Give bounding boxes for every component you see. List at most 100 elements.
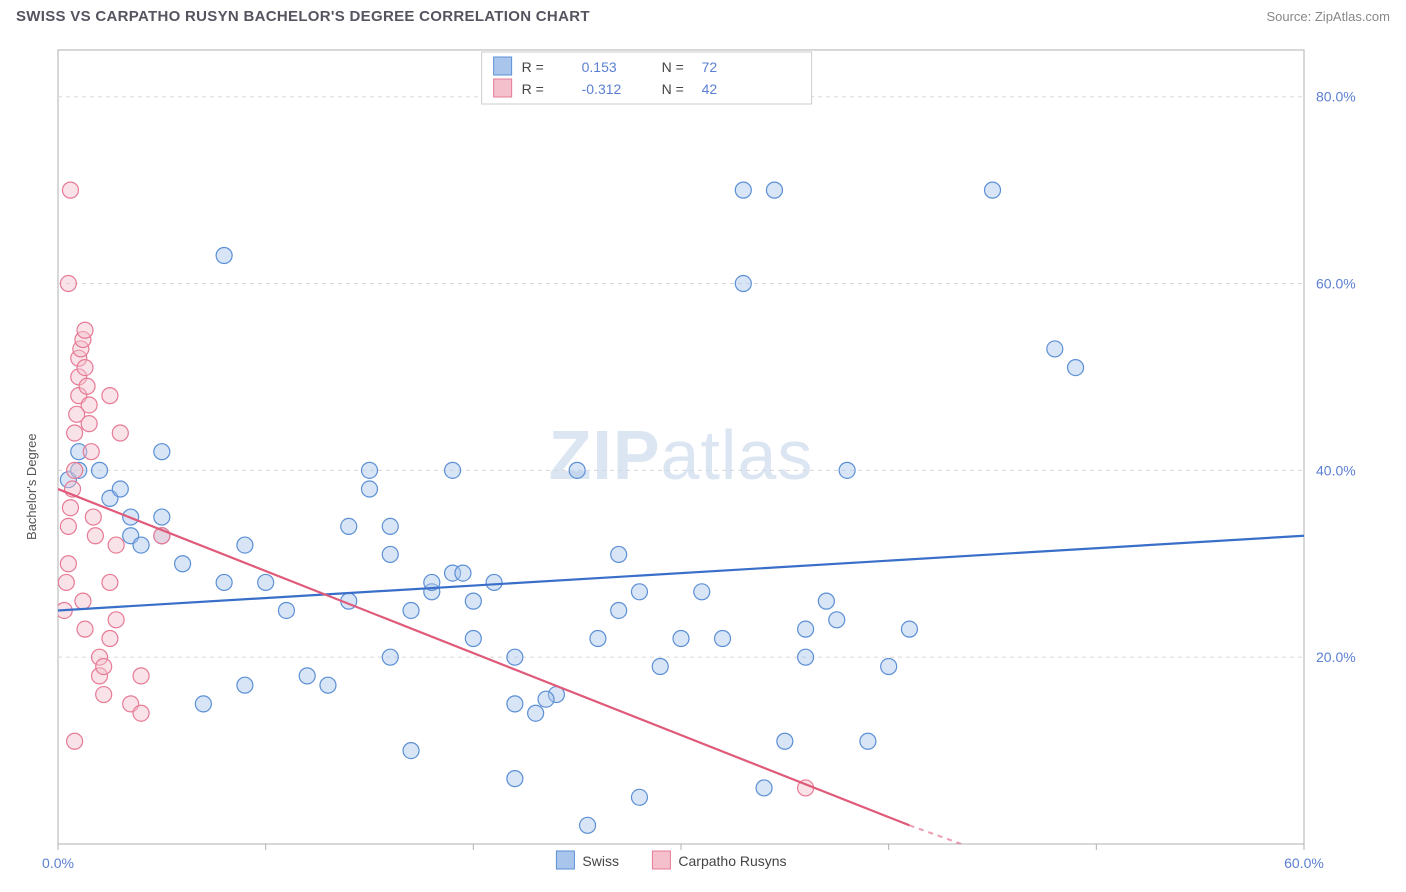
swiss-point <box>278 602 294 618</box>
swiss-point <box>112 481 128 497</box>
y-tick-label: 20.0% <box>1316 649 1356 665</box>
swiss-point <box>985 182 1001 198</box>
swiss-point <box>611 602 627 618</box>
swiss-point <box>1068 360 1084 376</box>
carpatho-rusyns-point <box>133 668 149 684</box>
swiss-point <box>455 565 471 581</box>
swiss-point <box>507 649 523 665</box>
carpatho-rusyns-point <box>60 276 76 292</box>
carpatho-rusyns-point <box>77 621 93 637</box>
legend-r-label: R = <box>522 81 544 97</box>
swiss-point <box>735 182 751 198</box>
swiss-point <box>362 462 378 478</box>
carpatho-rusyns-point <box>62 500 78 516</box>
y-axis-title: Bachelor's Degree <box>24 433 39 540</box>
swiss-point <box>445 462 461 478</box>
source-prefix: Source: <box>1266 9 1314 24</box>
carpatho-rusyns-point <box>102 630 118 646</box>
swiss-point <box>195 696 211 712</box>
carpatho-rusyns-point <box>87 528 103 544</box>
swiss-point <box>507 771 523 787</box>
swiss-point <box>92 462 108 478</box>
carpatho-rusyns-point <box>60 518 76 534</box>
swiss-point <box>829 612 845 628</box>
swiss-point <box>538 691 554 707</box>
swiss-point <box>569 462 585 478</box>
swiss-point <box>839 462 855 478</box>
swiss-point <box>382 546 398 562</box>
carpatho-rusyns-point <box>58 574 74 590</box>
swiss-point <box>175 556 191 572</box>
carpatho-rusyns-point <box>85 509 101 525</box>
swiss-point <box>465 630 481 646</box>
carpatho-rusyns-point <box>67 425 83 441</box>
carpatho-rusyns-point <box>96 687 112 703</box>
swiss-point <box>320 677 336 693</box>
carpatho-rusyns-point <box>108 612 124 628</box>
carpatho-rusyns-point <box>77 360 93 376</box>
swiss-point <box>580 817 596 833</box>
swiss-point <box>1047 341 1063 357</box>
carpatho-rusyns-point <box>77 322 93 338</box>
legend-n-label: N = <box>662 59 684 75</box>
legend-swatch <box>494 57 512 75</box>
watermark: ZIPatlas <box>549 416 814 494</box>
carpatho-rusyns-point <box>108 537 124 553</box>
carpatho-rusyns-point <box>62 182 78 198</box>
carpatho-rusyns-point <box>75 593 91 609</box>
carpatho-rusyns-point <box>60 556 76 572</box>
swiss-point <box>777 733 793 749</box>
swiss-point <box>652 659 668 675</box>
swiss-point <box>881 659 897 675</box>
y-tick-label: 40.0% <box>1316 462 1356 478</box>
swiss-point <box>154 444 170 460</box>
swiss-point <box>341 518 357 534</box>
chart-title: SWISS VS CARPATHO RUSYN BACHELOR'S DEGRE… <box>16 8 590 25</box>
bottom-legend-swatch <box>652 851 670 869</box>
swiss-point <box>798 649 814 665</box>
swiss-point <box>154 509 170 525</box>
swiss-point <box>216 248 232 264</box>
swiss-point <box>299 668 315 684</box>
swiss-point <box>798 621 814 637</box>
source-attribution: Source: ZipAtlas.com <box>1266 9 1390 24</box>
carpatho-rusyns-point <box>112 425 128 441</box>
legend-r-label: R = <box>522 59 544 75</box>
source-name: ZipAtlas.com <box>1315 9 1390 24</box>
swiss-point <box>756 780 772 796</box>
bottom-legend-label: Carpatho Rusyns <box>678 853 786 869</box>
legend-n-label: N = <box>662 81 684 97</box>
carpatho-rusyns-point <box>81 397 97 413</box>
swiss-point <box>216 574 232 590</box>
swiss-point <box>901 621 917 637</box>
y-tick-label: 80.0% <box>1316 89 1356 105</box>
carpatho-rusyns-point <box>102 388 118 404</box>
carpatho-rusyns-point <box>81 416 97 432</box>
swiss-point <box>694 584 710 600</box>
carpatho-rusyns-point <box>67 462 83 478</box>
carpatho-rusyns-point <box>96 659 112 675</box>
swiss-point <box>382 518 398 534</box>
legend-n-value: 72 <box>702 59 718 75</box>
y-tick-label: 60.0% <box>1316 276 1356 292</box>
carpatho-rusyns-point <box>102 574 118 590</box>
carpatho-rusyns-point <box>67 733 83 749</box>
swiss-point <box>590 630 606 646</box>
swiss-point <box>507 696 523 712</box>
swiss-point <box>611 546 627 562</box>
legend-swatch <box>494 79 512 97</box>
scatter-chart-svg: 20.0%40.0%60.0%80.0%0.0%60.0%Bachelor's … <box>16 38 1390 884</box>
swiss-point <box>133 537 149 553</box>
chart-area: 20.0%40.0%60.0%80.0%0.0%60.0%Bachelor's … <box>16 38 1390 884</box>
legend-n-value: 42 <box>702 81 718 97</box>
swiss-point <box>715 630 731 646</box>
swiss-point <box>382 649 398 665</box>
carpatho-rusyns-point <box>83 444 99 460</box>
carpatho-rusyns-point <box>79 378 95 394</box>
legend-r-value: -0.312 <box>582 81 622 97</box>
swiss-point <box>631 584 647 600</box>
bottom-legend-swatch <box>556 851 574 869</box>
carpatho-rusyns-point <box>133 705 149 721</box>
swiss-point <box>673 630 689 646</box>
legend-r-value: 0.153 <box>582 59 617 75</box>
